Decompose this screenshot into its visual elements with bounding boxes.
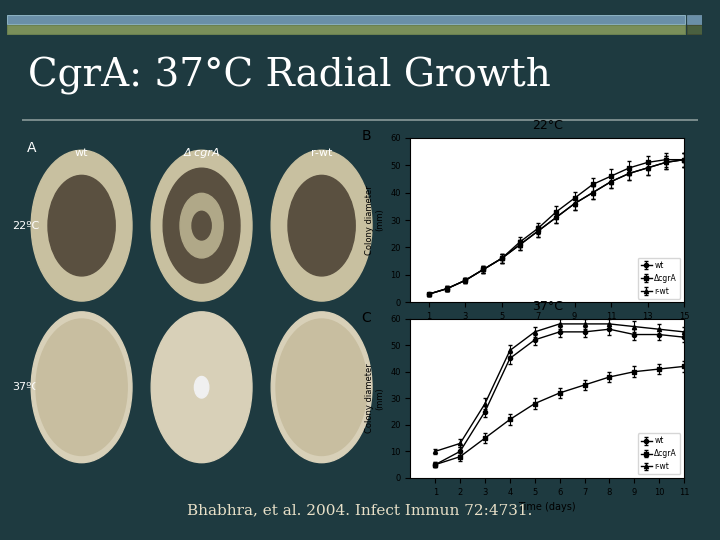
Text: Δ cgrA: Δ cgrA — [184, 148, 220, 158]
Text: C: C — [361, 310, 371, 325]
Circle shape — [36, 319, 127, 455]
Title: 37°C: 37°C — [531, 300, 563, 313]
Text: Bhabhra, et al. 2004. Infect Immun 72:4731.: Bhabhra, et al. 2004. Infect Immun 72:47… — [187, 503, 533, 517]
Circle shape — [192, 211, 211, 240]
Text: 22ºC: 22ºC — [12, 221, 40, 231]
Bar — [687, 25, 702, 34]
X-axis label: Time (days): Time (days) — [518, 502, 576, 512]
Circle shape — [151, 312, 252, 463]
Circle shape — [194, 376, 209, 398]
Text: CgrA: 37°C Radial Growth: CgrA: 37°C Radial Growth — [28, 57, 552, 94]
Circle shape — [156, 319, 247, 455]
Circle shape — [288, 176, 355, 276]
Text: B: B — [361, 130, 371, 144]
Circle shape — [276, 319, 367, 455]
Text: A: A — [27, 141, 36, 156]
Circle shape — [271, 150, 372, 301]
Circle shape — [31, 150, 132, 301]
Circle shape — [48, 176, 115, 276]
Legend: wt, ΔcgrA, r-wt: wt, ΔcgrA, r-wt — [638, 433, 680, 474]
Circle shape — [151, 150, 252, 301]
Y-axis label: Colony diameter
(mm): Colony diameter (mm) — [365, 363, 384, 433]
Bar — [7, 25, 685, 34]
Legend: wt, ΔcgrA, r-wt: wt, ΔcgrA, r-wt — [638, 258, 680, 299]
Text: 37ºC: 37ºC — [12, 382, 39, 392]
Title: 22°C: 22°C — [532, 119, 562, 132]
X-axis label: Time (days): Time (days) — [518, 327, 576, 336]
Text: r-wt: r-wt — [311, 148, 333, 158]
Circle shape — [31, 312, 132, 463]
Circle shape — [163, 168, 240, 283]
Circle shape — [180, 193, 223, 258]
Bar — [687, 15, 702, 24]
Circle shape — [271, 312, 372, 463]
Bar — [7, 15, 685, 24]
Y-axis label: Colony diameter
(mm): Colony diameter (mm) — [365, 185, 384, 255]
Text: wt: wt — [75, 148, 89, 158]
